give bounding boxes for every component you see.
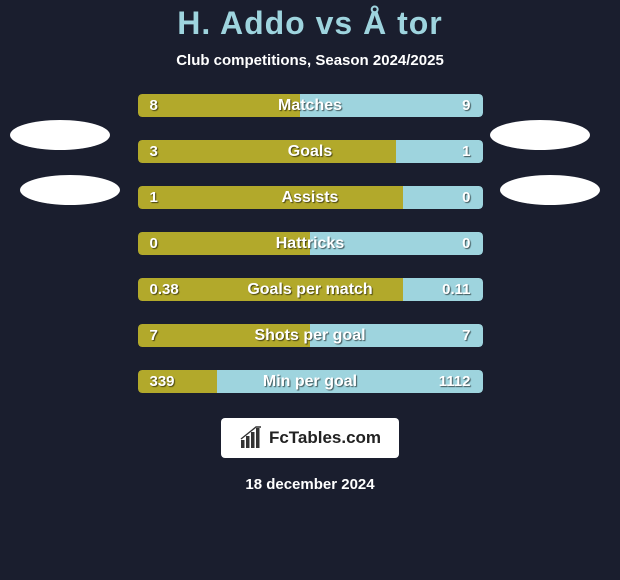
- stat-row: Shots per goal7 7: [138, 324, 483, 347]
- logo-text: FcTables.com: [269, 428, 381, 448]
- stat-value-right: 7: [462, 327, 470, 344]
- stat-value-right: 0.11: [442, 281, 470, 298]
- decorative-ellipse: [20, 175, 120, 205]
- stat-value-right: 9: [462, 97, 470, 114]
- stat-label: Goals: [138, 143, 483, 161]
- stat-label: Hattricks: [138, 235, 483, 253]
- stat-row: Goals3 1: [138, 140, 483, 163]
- page-title: H. Addo vs Å tor: [177, 5, 442, 42]
- stat-row: Goals per match0.38 0.11: [138, 278, 483, 301]
- stat-label: Assists: [138, 189, 483, 207]
- stat-label: Shots per goal: [138, 327, 483, 345]
- stat-value-left: 0.38: [150, 281, 179, 298]
- stat-value-right: 0: [462, 189, 470, 206]
- stat-value-left: 339: [150, 373, 175, 390]
- stat-value-right: 1: [462, 143, 470, 160]
- decorative-ellipse: [490, 120, 590, 150]
- chart-icon: [239, 426, 263, 450]
- page-subtitle: Club competitions, Season 2024/2025: [176, 52, 444, 69]
- stat-row: Matches8 9: [138, 94, 483, 117]
- stat-bars-container: Matches89Goals31Assists10Hattricks00Goal…: [138, 94, 483, 393]
- stat-value-left: 3: [150, 143, 158, 160]
- stat-value-left: 0: [150, 235, 158, 252]
- stat-row: Min per goal339 1112: [138, 370, 483, 393]
- stat-row: Assists1 0: [138, 186, 483, 209]
- decorative-ellipse: [500, 175, 600, 205]
- stat-value-left: 1: [150, 189, 158, 206]
- stat-label: Min per goal: [138, 373, 483, 391]
- date-label: 18 december 2024: [245, 476, 374, 493]
- stat-label: Goals per match: [138, 281, 483, 299]
- logo-box[interactable]: FcTables.com: [221, 418, 399, 458]
- decorative-ellipse: [10, 120, 110, 150]
- stat-label: Matches: [138, 97, 483, 115]
- stat-value-right: 1112: [439, 373, 471, 390]
- stat-value-left: 8: [150, 97, 158, 114]
- stat-value-left: 7: [150, 327, 158, 344]
- stat-value-right: 0: [462, 235, 470, 252]
- stat-row: Hattricks0 0: [138, 232, 483, 255]
